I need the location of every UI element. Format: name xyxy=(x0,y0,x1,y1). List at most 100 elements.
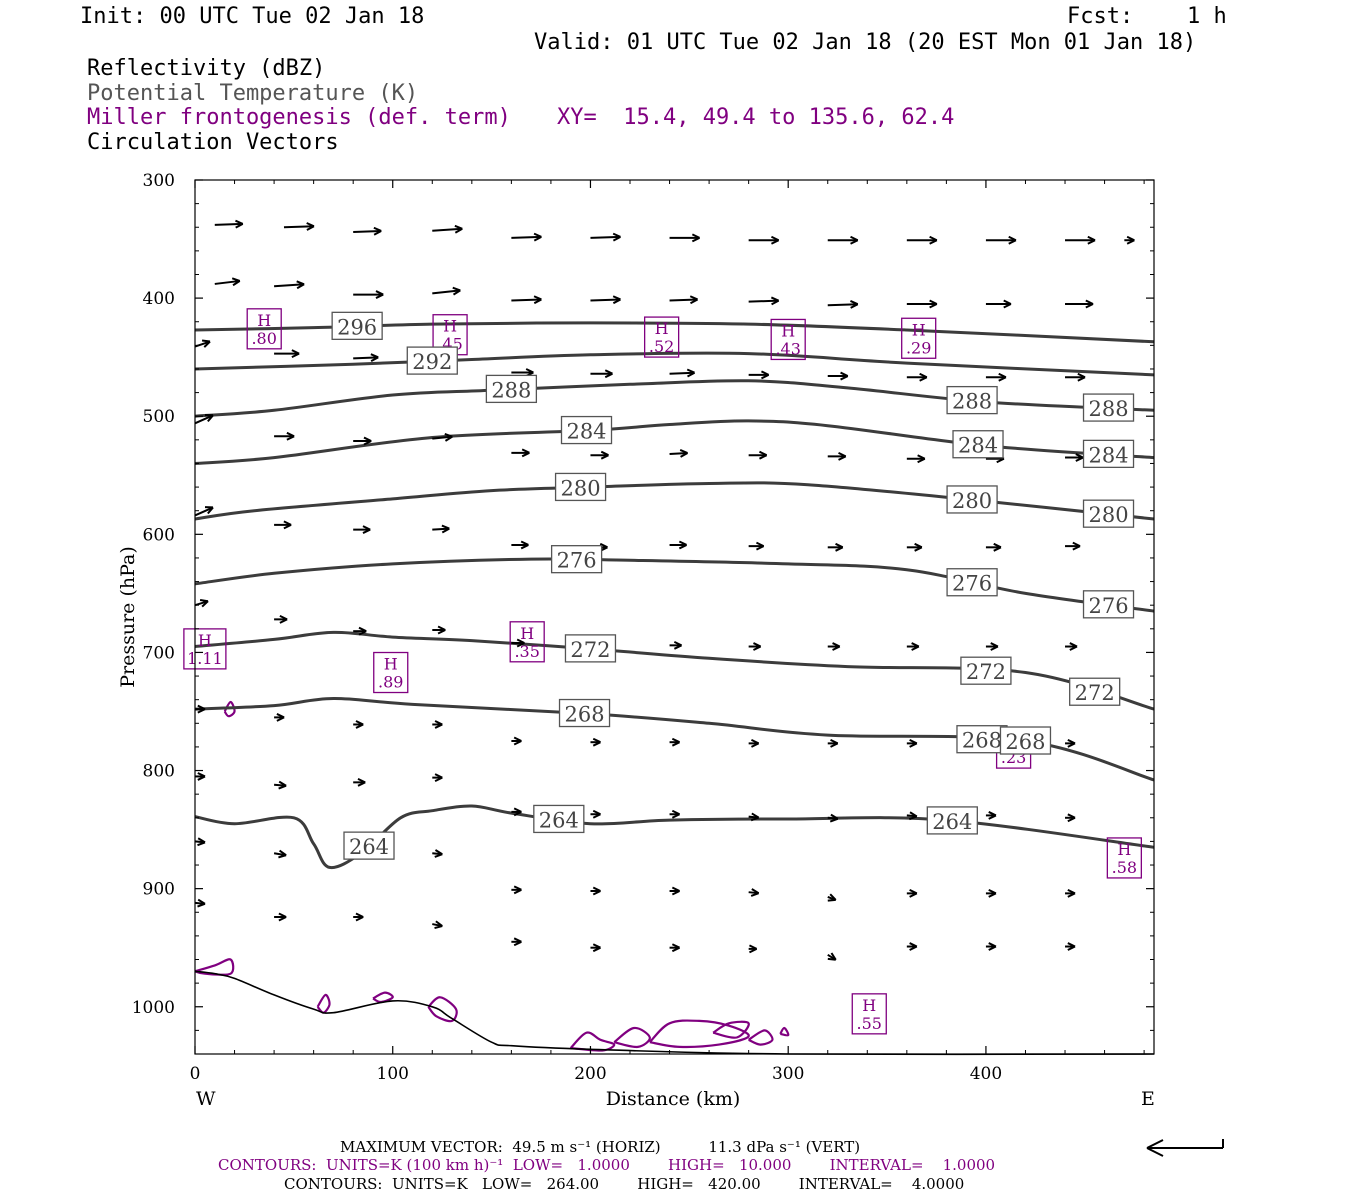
circulation-vector xyxy=(1124,235,1135,245)
vector-head xyxy=(604,372,613,379)
vector-head xyxy=(929,299,938,305)
isentrope-label-box xyxy=(952,430,1004,459)
vector-head xyxy=(914,546,923,552)
y-tick-label: 900 xyxy=(143,880,175,900)
isentrope-label: 272 xyxy=(966,660,1006,684)
circulation-vector xyxy=(195,704,206,714)
circulation-vector xyxy=(748,642,762,651)
max-box xyxy=(246,308,282,350)
frontogenesis-max: H.89 xyxy=(373,651,409,694)
vector-head xyxy=(671,813,680,819)
field-miller-frontogenesis: Miller frontogenesis (def. term) xyxy=(87,105,511,130)
vector-head xyxy=(988,945,997,951)
vector-head xyxy=(207,414,214,423)
vector-head xyxy=(1087,239,1096,245)
vector-head xyxy=(680,452,689,458)
vector-shaft xyxy=(669,452,688,456)
max-value: 1.11 xyxy=(187,649,223,668)
vector-head xyxy=(750,892,759,897)
vector-head xyxy=(678,540,687,546)
vector-head xyxy=(990,645,999,651)
circulation-vector xyxy=(353,777,366,787)
circulation-vector xyxy=(1065,299,1094,309)
circulation-vector xyxy=(194,898,206,908)
y-tick-label: 600 xyxy=(143,525,175,545)
circulation-vector xyxy=(827,813,839,823)
vector-head xyxy=(929,239,938,245)
vector-head xyxy=(197,902,206,908)
vector-head xyxy=(1075,456,1084,462)
max-letter: H xyxy=(443,317,457,336)
circulation-vector xyxy=(511,937,522,947)
vector-head xyxy=(919,376,928,382)
isentrope-label: 284 xyxy=(566,420,606,444)
vector-head xyxy=(197,837,206,844)
circulation-vector xyxy=(214,277,241,287)
vector-head xyxy=(829,893,837,901)
circulation-vector xyxy=(1065,541,1081,551)
vector-head xyxy=(909,742,918,748)
isentrope-label-box xyxy=(1082,499,1135,528)
vector-head xyxy=(1069,642,1078,648)
reflectivity-contour xyxy=(194,958,235,976)
circulation-vector xyxy=(985,888,997,898)
isentrope-label: 292 xyxy=(412,350,452,374)
vector-head xyxy=(671,886,680,892)
vector-head xyxy=(441,524,450,530)
vector-head xyxy=(363,440,372,446)
isentrope-label-box xyxy=(999,726,1052,755)
isentrope-label: 264 xyxy=(349,835,389,859)
vector-head xyxy=(452,286,461,292)
vector-head xyxy=(291,349,300,355)
vector-head xyxy=(771,239,780,245)
circulation-vector xyxy=(432,720,443,729)
isentrope-label-box xyxy=(1082,439,1135,469)
vector-head xyxy=(749,947,758,954)
vector-head xyxy=(909,945,918,951)
vector-head xyxy=(452,289,461,296)
isentrope-label-box xyxy=(550,545,603,574)
vector-head xyxy=(832,642,841,648)
vector-head xyxy=(827,957,836,961)
reflectivity-contour xyxy=(372,991,394,1004)
circulation-vector xyxy=(353,626,367,636)
circulation-vector xyxy=(274,713,285,722)
vector-head xyxy=(513,810,522,817)
max-letter: H xyxy=(1117,840,1131,859)
vector-head xyxy=(1067,945,1076,951)
vector-head xyxy=(600,450,609,457)
vector-head xyxy=(235,222,244,229)
vector-head xyxy=(520,544,529,550)
valid-time: Valid: 01 UTC Tue 02 Jan 18 (20 EST Mon … xyxy=(534,30,1197,55)
circulation-vector xyxy=(748,235,780,245)
circulation-vector xyxy=(1065,372,1086,382)
vector-head xyxy=(686,368,695,374)
vector-head xyxy=(437,629,446,635)
reflectivity-contour xyxy=(748,1029,774,1046)
reflectivity-contour xyxy=(712,1020,750,1039)
vector-shaft xyxy=(194,506,214,517)
max-letter: H xyxy=(655,319,669,338)
vector-head xyxy=(988,942,997,948)
vector-head xyxy=(296,280,305,286)
isentrope-label-box xyxy=(1082,393,1135,422)
isentrope-label: 268 xyxy=(1005,730,1045,754)
vector-head xyxy=(521,448,530,454)
vector-head xyxy=(988,888,997,895)
isentrope-label-box xyxy=(956,725,1008,754)
circulation-vector xyxy=(669,943,680,953)
circulation-vector xyxy=(590,369,613,379)
circulation-vector xyxy=(985,942,997,951)
circulation-vector xyxy=(511,807,522,817)
vector-head xyxy=(996,457,1005,464)
circulation-vector xyxy=(906,811,918,821)
circulation-vector xyxy=(590,232,621,242)
vector-head xyxy=(279,614,288,621)
vector-head xyxy=(434,776,443,783)
vector-head xyxy=(513,937,522,943)
vector-shaft xyxy=(827,303,858,307)
vector-head xyxy=(592,943,601,949)
vector-head xyxy=(850,300,859,306)
max-letter: H xyxy=(520,624,534,643)
